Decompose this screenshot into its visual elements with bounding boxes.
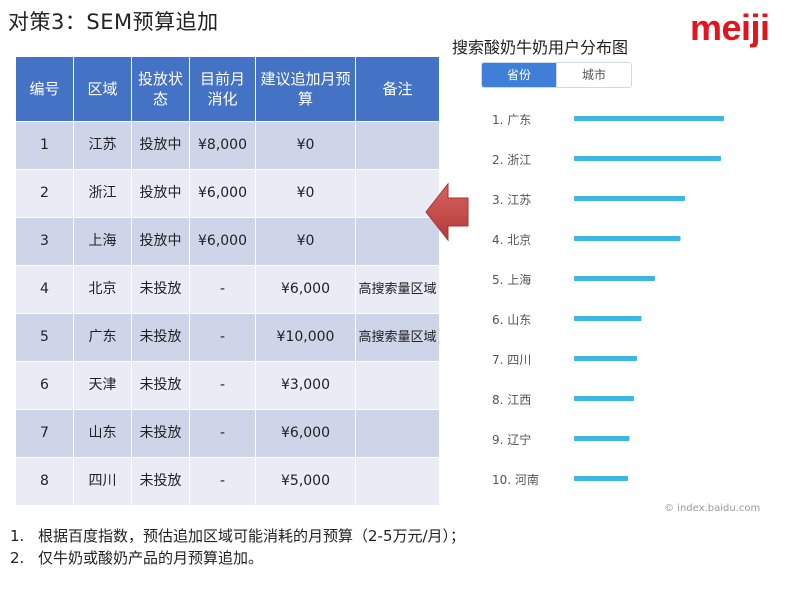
cell-current-spend: ¥6,000: [189, 169, 256, 218]
slide-title: 对策3：SEM预算追加: [8, 10, 219, 34]
cell-status: 未投放: [131, 265, 190, 314]
bar: [574, 276, 655, 281]
cell-region: 北京: [73, 265, 132, 314]
chart-title: 搜索酸奶牛奶用户分布图: [452, 38, 629, 57]
cell-status: 未投放: [131, 361, 190, 410]
cell-status: 投放中: [131, 217, 190, 266]
left-arrow-icon: [425, 182, 469, 242]
bar: [574, 356, 637, 361]
cell-number: 3: [15, 217, 74, 266]
category-label: 4. 北京: [492, 233, 531, 247]
cell-note: 高搜索量区域: [355, 265, 440, 314]
cell-note: [355, 457, 440, 506]
bar: [574, 196, 685, 201]
cell-current-spend: ¥6,000: [189, 217, 256, 266]
header-suggested-budget: 建议追加月预算: [255, 56, 356, 122]
cell-status: 未投放: [131, 409, 190, 458]
bar: [574, 156, 721, 161]
note-text: 根据百度指数，预估追加区域可能消耗的月预算（2-5万元/月）；: [38, 527, 466, 545]
cell-suggested-budget: ¥5,000: [255, 457, 356, 506]
category-label: 2. 浙江: [492, 153, 531, 167]
cell-number: 4: [15, 265, 74, 314]
sem-budget-table: 编号 区域 投放状态 目前月消化 建议追加月预算 备注 1 江苏 投放中 ¥8,000…: [15, 56, 440, 506]
cell-suggested-budget: ¥0: [255, 169, 356, 218]
cell-status: 投放中: [131, 169, 190, 218]
source-credit: © index.baidu.com: [664, 503, 761, 514]
bar: [574, 116, 724, 121]
tab-province[interactable]: 省份: [482, 63, 556, 87]
footnotes: 1. 根据百度指数，预估追加区域可能消耗的月预算（2-5万元/月）； 2. 仅牛奶或…: [10, 525, 465, 569]
cell-suggested-budget: ¥6,000: [255, 409, 356, 458]
cell-region: 四川: [73, 457, 132, 506]
cell-number: 8: [15, 457, 74, 506]
cell-number: 7: [15, 409, 74, 458]
cell-number: 1: [15, 121, 74, 170]
bar: [574, 476, 628, 481]
header-region: 区域: [73, 56, 132, 122]
table-row: 4 北京 未投放 - ¥6,000 高搜索量区域: [15, 265, 440, 314]
category-label: 7. 四川: [492, 353, 531, 367]
table-row: 8 四川 未投放 - ¥5,000: [15, 457, 440, 506]
cell-note: [355, 409, 440, 458]
cell-status: 未投放: [131, 457, 190, 506]
cell-number: 5: [15, 313, 74, 362]
cell-suggested-budget: ¥6,000: [255, 265, 356, 314]
cell-region: 山东: [73, 409, 132, 458]
table-row: 3 上海 投放中 ¥6,000 ¥0: [15, 217, 440, 266]
table-row: 1 江苏 投放中 ¥8,000 ¥0: [15, 121, 440, 170]
note-text: 仅牛奶或酸奶产品的月预算追加。: [38, 549, 264, 567]
bar: [574, 236, 681, 241]
cell-region: 江苏: [73, 121, 132, 170]
cell-current-spend: -: [189, 265, 256, 314]
meiji-logo: meiji: [690, 7, 770, 48]
note-item: 1. 根据百度指数，预估追加区域可能消耗的月预算（2-5万元/月）；: [10, 525, 465, 547]
cell-current-spend: ¥8,000: [189, 121, 256, 170]
cell-status: 投放中: [131, 121, 190, 170]
cell-note: [355, 169, 440, 218]
note-item: 2. 仅牛奶或酸奶产品的月预算追加。: [10, 547, 465, 569]
cell-region: 浙江: [73, 169, 132, 218]
cell-suggested-budget: ¥0: [255, 217, 356, 266]
table-row: 7 山东 未投放 - ¥6,000: [15, 409, 440, 458]
header-current-spend: 目前月消化: [189, 56, 256, 122]
category-label: 5. 上海: [492, 272, 531, 287]
bar: [574, 436, 630, 441]
category-label: 1. 广东: [492, 113, 531, 127]
user-distribution-bar-chart: 1. 广东 2. 浙江 3. 江苏 4. 北京 5. 上海 6. 山东 7. 四川 8. 江西…: [492, 113, 724, 487]
cell-current-spend: -: [189, 313, 256, 362]
cell-region: 广东: [73, 313, 132, 362]
cell-suggested-budget: ¥0: [255, 121, 356, 170]
bar: [574, 316, 642, 321]
cell-note: 高搜索量区域: [355, 313, 440, 362]
cell-status: 未投放: [131, 313, 190, 362]
cell-region: 上海: [73, 217, 132, 266]
note-number: 1.: [10, 527, 25, 545]
header-notes: 备注: [355, 56, 440, 122]
bar: [574, 396, 634, 401]
cell-number: 2: [15, 169, 74, 218]
table-row: 6 天津 未投放 - ¥3,000: [15, 361, 440, 410]
cell-region: 天津: [73, 361, 132, 410]
category-label: 8. 江西: [492, 393, 531, 407]
category-label: 9. 辽宁: [492, 432, 531, 447]
note-number: 2.: [10, 549, 25, 567]
cell-note: [355, 361, 440, 410]
header-number: 编号: [15, 56, 74, 122]
table-row: 2 浙江 投放中 ¥6,000 ¥0: [15, 169, 440, 218]
table-header-row: 编号 区域 投放状态 目前月消化 建议追加月预算 备注: [15, 56, 440, 122]
header-status: 投放状态: [131, 56, 190, 122]
category-label: 3. 江苏: [492, 193, 531, 207]
category-label: 6. 山东: [492, 313, 531, 327]
cell-number: 6: [15, 361, 74, 410]
tab-city[interactable]: 城市: [556, 63, 631, 87]
cell-current-spend: -: [189, 361, 256, 410]
cell-note: [355, 121, 440, 170]
region-tabs: 省份 城市: [481, 62, 632, 88]
table-row: 5 广东 未投放 - ¥10,000 高搜索量区域: [15, 313, 440, 362]
cell-suggested-budget: ¥10,000: [255, 313, 356, 362]
cell-suggested-budget: ¥3,000: [255, 361, 356, 410]
cell-current-spend: -: [189, 457, 256, 506]
cell-current-spend: -: [189, 409, 256, 458]
category-label: 10. 河南: [492, 472, 539, 487]
